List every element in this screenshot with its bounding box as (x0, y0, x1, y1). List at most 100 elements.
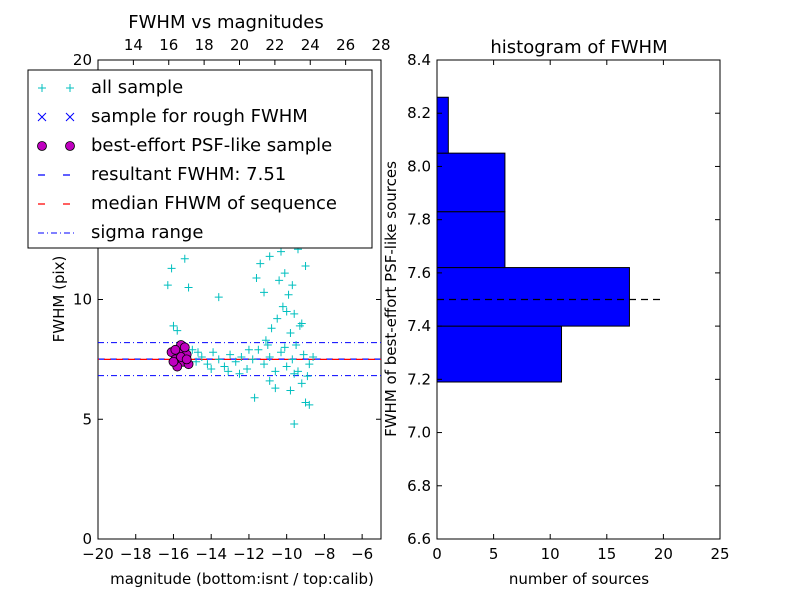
all-sample-point (280, 343, 289, 352)
all-sample-point (235, 369, 244, 378)
all-sample-point (265, 376, 274, 385)
all-sample-point (277, 348, 286, 357)
all-sample-point (192, 357, 201, 366)
histogram-y-tick-label: 6.6 (407, 530, 431, 548)
all-sample-point (237, 352, 246, 361)
y-tick-label: 5 (82, 410, 92, 428)
all-sample-point (284, 290, 293, 299)
x-tick-label: −16 (158, 545, 190, 563)
legend-label-sigma-range: sigma range (91, 222, 203, 243)
all-sample-point (261, 336, 270, 345)
histogram-x-tick-label: 5 (489, 545, 499, 563)
histogram-x-tick-label: 0 (432, 545, 442, 563)
all-sample-point (252, 273, 261, 282)
all-sample-point (290, 420, 299, 429)
x-tick-label: −14 (195, 545, 227, 563)
top-tick-label: 26 (336, 36, 355, 54)
all-sample-point (248, 355, 257, 364)
all-sample-point (265, 352, 274, 361)
histogram-y-tick-label: 8.2 (407, 104, 431, 122)
all-sample-point (250, 393, 259, 402)
all-sample-point (184, 283, 193, 292)
top-tick-label: 22 (265, 36, 284, 54)
all-sample-point (197, 352, 206, 361)
legend: all sample sample for rough FWHM best-ef… (27, 69, 373, 249)
all-sample-point (288, 355, 297, 364)
all-sample-point (209, 348, 218, 357)
scatter-reference-lines (98, 342, 381, 377)
histogram-bar (436, 96, 449, 154)
legend-circle-marker (37, 141, 47, 151)
all-sample-point (243, 364, 252, 373)
legend-label-all-sample: all sample (91, 77, 183, 98)
all-sample-point (188, 345, 197, 354)
all-sample-point (180, 254, 189, 263)
all-sample-point (169, 321, 178, 330)
histogram-y-tick-label: 7.0 (407, 424, 431, 442)
histogram-ticks: 0 5 10 15 20 25 6.6 6.8 7.0 7.2 7.4 7.6 7.8 8.0 8.2 8.4 (407, 51, 729, 563)
histogram-x-tick-label: 25 (710, 545, 729, 563)
all-sample-points (163, 235, 318, 429)
all-sample-point (263, 341, 272, 350)
scatter-y-label: FWHM (pix) (50, 256, 68, 343)
all-sample-point (282, 362, 291, 371)
x-tick-label: −12 (233, 545, 265, 563)
all-sample-point (286, 329, 295, 338)
scatter-title: FWHM vs magnitudes (128, 12, 323, 33)
legend-plus-marker (66, 84, 74, 92)
all-sample-point (277, 247, 286, 256)
all-sample-point (271, 384, 280, 393)
histogram-bar (436, 267, 630, 327)
x-tick-label: −8 (313, 545, 335, 563)
histogram-y-tick-label: 8.0 (407, 157, 431, 175)
scatter-x-label: magnitude (bottom:isnt / top:calib) (110, 570, 374, 588)
histogram-y-tick-label: 7.6 (407, 264, 431, 282)
histogram-y-tick-label: 6.8 (407, 477, 431, 495)
psf-sample-point (181, 354, 192, 365)
histogram-bar (436, 211, 506, 269)
all-sample-point (220, 362, 229, 371)
all-sample-point (295, 321, 304, 330)
psf-sample-point (168, 356, 179, 367)
all-sample-point (297, 379, 306, 388)
legend-box (27, 69, 373, 249)
all-sample-point (271, 367, 280, 376)
top-tick-label: 28 (371, 36, 390, 54)
histogram-bar (436, 152, 506, 213)
all-sample-point (288, 281, 297, 290)
all-sample-point (244, 345, 253, 354)
top-tick-label: 24 (301, 36, 320, 54)
histogram-y-tick-label: 7.4 (407, 317, 431, 335)
x-tick-label: −20 (82, 545, 114, 563)
legend-circle-marker (65, 141, 75, 151)
all-sample-point (203, 360, 212, 369)
y-tick-label: 0 (82, 530, 92, 548)
all-sample-point (305, 360, 314, 369)
all-sample-point (231, 357, 240, 366)
histogram-panel: 0 5 10 15 20 25 6.6 6.8 7.0 7.2 7.4 7.6 7.8 8.0 8.2 8.4… (382, 37, 730, 588)
top-tick-label: 20 (230, 36, 249, 54)
all-sample-point (273, 314, 282, 323)
x-tick-label: −6 (351, 545, 373, 563)
psf-sample-point (170, 344, 181, 355)
legend-label-resultant-fwhm: resultant FWHM: 7.51 (91, 164, 286, 185)
all-sample-point (214, 355, 223, 364)
all-sample-point (267, 324, 276, 333)
all-sample-point (224, 367, 233, 376)
legend-markers (37, 84, 76, 234)
all-sample-point (226, 350, 235, 359)
all-sample-point (303, 372, 312, 381)
top-tick-label: 16 (159, 36, 178, 54)
histogram-x-tick-label: 15 (597, 545, 616, 563)
scatter-ticks: −20 −18 −16 −14 −12 −10 −8 −6 14 16 18 20 22 24 26 28 0 5… (73, 36, 391, 563)
histogram-y-tick-label: 7.8 (407, 211, 431, 229)
all-sample-point (309, 352, 318, 361)
legend-x-marker (65, 112, 75, 122)
all-sample-point (260, 360, 269, 369)
all-sample-point (256, 259, 265, 268)
legend-label-psf-sample: best-effort PSF-like sample (91, 135, 332, 156)
all-sample-point (254, 345, 263, 354)
legend-x-marker (37, 112, 47, 122)
all-sample-point (167, 264, 176, 273)
